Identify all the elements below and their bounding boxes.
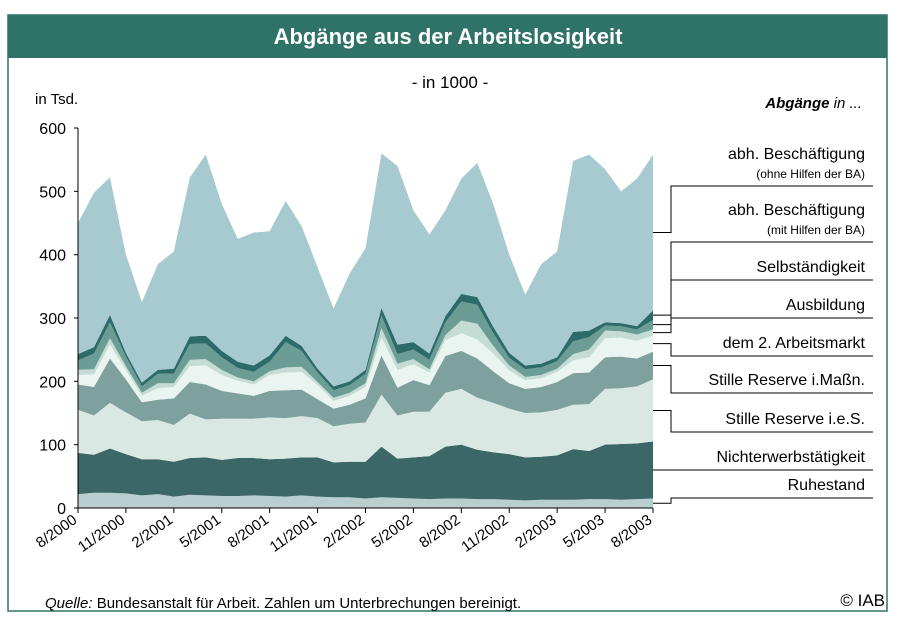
legend-label: abh. Beschäftigung <box>728 202 865 219</box>
legend-label: Ausbildung <box>786 297 865 314</box>
subtitle: - in 1000 - <box>412 73 489 92</box>
legend-label: Nichterwerbstätigkeit <box>717 449 866 466</box>
legend-label: Selbständigkeit <box>756 259 865 276</box>
legend-leader <box>653 185 873 233</box>
legend-title: Abgänge in ... <box>764 95 862 112</box>
legend-leader <box>653 317 873 334</box>
area <box>78 441 653 501</box>
legend-note: (ohne Hilfen der BA) <box>756 167 865 181</box>
legend-leader <box>653 365 873 394</box>
legend-leader <box>653 497 873 504</box>
legend-label: Stille Reserve i.e.S. <box>725 411 865 428</box>
area <box>78 350 653 427</box>
legend-leader <box>653 241 873 316</box>
copyright: © IAB <box>840 591 885 610</box>
legend-leader <box>653 343 873 357</box>
legend-title-main: Abgänge <box>764 95 829 112</box>
y-tick-label: 600 <box>39 121 66 138</box>
chart-title: Abgänge aus der Arbeitslosigkeit <box>274 24 623 49</box>
legend-label: abh. Beschäftigung <box>728 146 865 163</box>
y-axis-label: in Tsd. <box>35 91 78 108</box>
title-bar <box>8 15 887 58</box>
area <box>78 153 653 387</box>
source-label: Quelle: <box>45 595 93 612</box>
y-tick-label: 100 <box>39 438 66 455</box>
area <box>78 320 653 401</box>
legend-label: dem 2. Arbeitsmarkt <box>723 335 866 352</box>
area <box>78 333 653 409</box>
y-tick-label: 0 <box>57 501 66 518</box>
legend-label: Ruhestand <box>788 477 865 494</box>
area <box>78 379 653 463</box>
legend-leader <box>653 409 873 433</box>
y-tick-label: 200 <box>39 374 66 391</box>
source-text: Bundesanstalt für Arbeit. Zahlen um Unte… <box>97 595 521 612</box>
source: Quelle: Bundesanstalt für Arbeit. Zahlen… <box>45 595 521 612</box>
y-tick-label: 400 <box>39 248 66 265</box>
y-tick-label: 300 <box>39 311 66 328</box>
area <box>78 492 653 508</box>
legend-title-suffix: in ... <box>834 95 862 112</box>
area <box>78 301 653 398</box>
legend-label: Stille Reserve i.Maßn. <box>709 372 866 389</box>
legend-note: (mit Hilfen der BA) <box>767 223 865 237</box>
area <box>78 293 653 391</box>
y-tick-label: 500 <box>39 184 66 201</box>
